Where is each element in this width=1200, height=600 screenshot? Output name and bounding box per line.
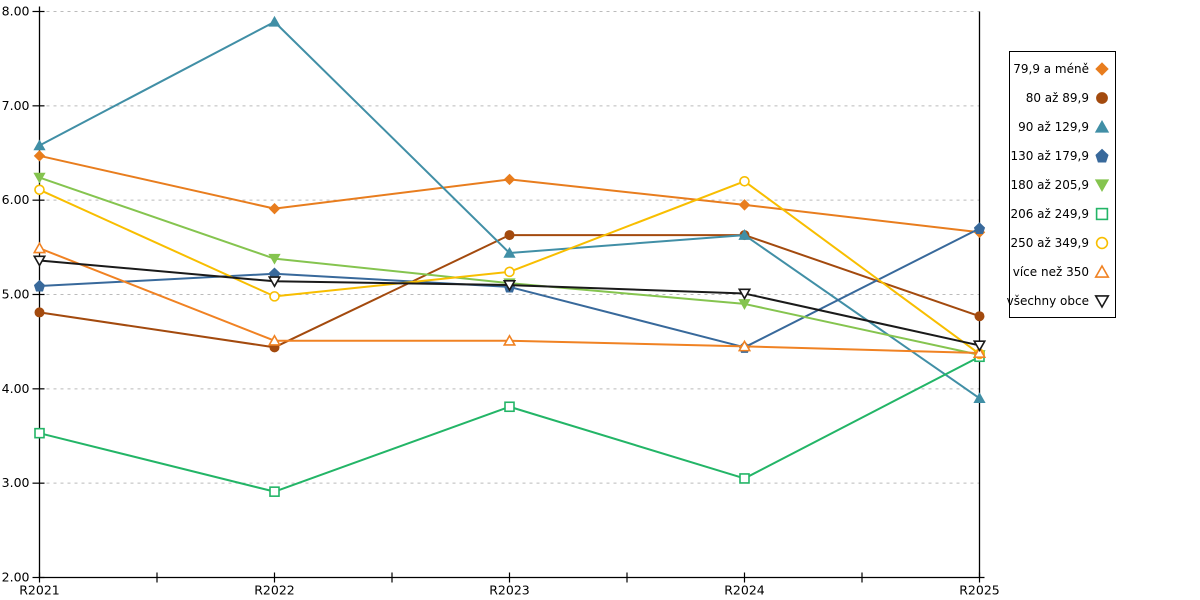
circle-open-marker-icon [1094,235,1110,251]
circle-marker-icon [1094,90,1110,106]
axes [32,6,985,583]
legend-item: všechny obce [1006,286,1115,315]
legend-label: 130 až 179,9 [1010,148,1089,163]
legend-label: všechny obce [1006,293,1089,308]
legend-label: 90 až 129,9 [1018,119,1089,134]
triangle-down-open-marker-icon [1094,293,1110,309]
series-0 [33,150,986,238]
svg-text:R2022: R2022 [254,583,295,598]
legend-item: 130 až 179,9 [1010,141,1115,170]
svg-text:3.00: 3.00 [2,475,30,490]
legend-label: 206 až 249,9 [1010,206,1089,221]
series-2 [33,15,986,404]
legend-label: 80 až 89,9 [1025,90,1089,105]
gridlines [39,11,980,484]
svg-text:2.00: 2.00 [2,570,30,585]
svg-text:R2025: R2025 [959,583,1000,598]
square-open-marker-icon [1094,206,1110,222]
diamond-marker-icon [1094,61,1110,77]
legend-item: 80 až 89,9 [1010,83,1115,112]
svg-text:R2024: R2024 [724,583,765,598]
svg-text:R2021: R2021 [19,583,60,598]
series-8 [32,255,987,353]
legend-item: 90 až 129,9 [1010,112,1115,141]
svg-text:R2023: R2023 [489,583,530,598]
legend-item: 206 až 249,9 [1010,199,1115,228]
legend-item: 180 až 205,9 [1010,170,1115,199]
triangle-up-marker-icon [1094,119,1110,135]
legend-label: 180 až 205,9 [1010,177,1089,192]
svg-text:7.00: 7.00 [2,98,30,113]
pentagon-marker-icon [1094,148,1110,164]
legend-item: 79,9 a méně [1010,54,1115,83]
svg-text:8.00: 8.00 [2,4,30,19]
series-5 [34,351,985,497]
triangle-down-marker-icon [1094,177,1110,193]
legend-label: 250 až 349,9 [1010,235,1089,250]
svg-text:5.00: 5.00 [2,287,30,302]
legend-item: více než 350 [1010,257,1115,286]
series-7 [32,241,987,359]
triangle-up-open-marker-icon [1094,263,1110,280]
svg-text:4.00: 4.00 [2,381,30,396]
legend-label: 79,9 a méně [1013,61,1089,76]
chart-legend: 79,9 a méně 80 až 89,9 90 až 129,9 130 a… [1006,51,1116,318]
y-axis-labels: 8.00 7.00 6.00 5.00 4.00 3.00 2.00 [2,4,30,585]
x-axis-labels: R2021 R2022 R2023 R2024 R2025 [19,583,1000,598]
svg-text:6.00: 6.00 [2,192,30,207]
legend-label: více než 350 [1012,264,1089,279]
legend-item: 250 až 349,9 [1010,228,1115,257]
